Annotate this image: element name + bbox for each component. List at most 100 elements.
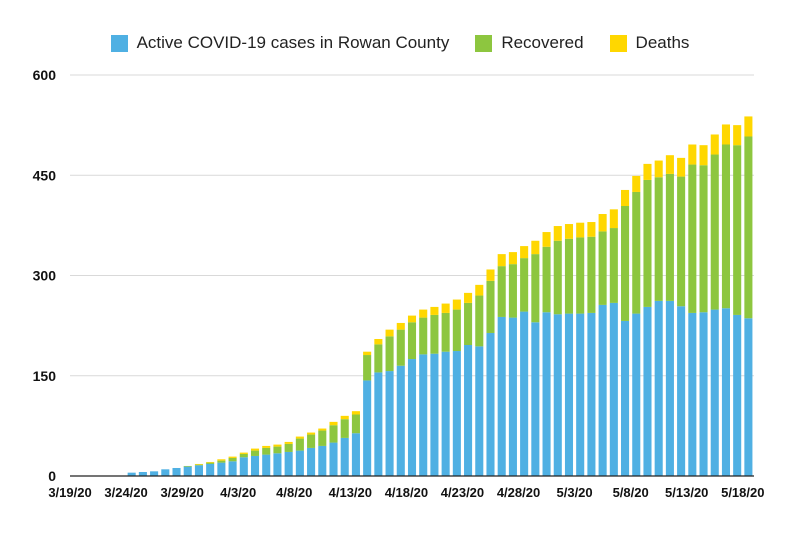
bar-active-4/19/20[interactable] (419, 354, 428, 476)
bar-recovered-4/5/20[interactable] (262, 447, 271, 455)
bar-recovered-5/3/20[interactable] (576, 237, 585, 314)
bar-active-4/20/20[interactable] (430, 353, 439, 476)
bar-recovered-4/3/20[interactable] (239, 453, 248, 458)
bar-active-5/5/20[interactable] (598, 304, 607, 476)
bar-deaths-4/25/20[interactable] (486, 269, 495, 281)
legend-item-active[interactable]: Active COVID-19 cases in Rowan County (110, 33, 449, 53)
bar-recovered-4/17/20[interactable] (396, 329, 405, 366)
bar-deaths-5/16/20[interactable] (721, 124, 731, 145)
bar-active-4/27/20[interactable] (508, 317, 517, 476)
bar-deaths-4/28/20[interactable] (520, 246, 529, 259)
bar-deaths-4/9/20[interactable] (307, 432, 316, 435)
bar-recovered-3/30/20[interactable] (194, 464, 203, 466)
bar-deaths-5/18/20[interactable] (744, 116, 753, 137)
bar-active-3/27/20[interactable] (161, 469, 170, 476)
bar-deaths-4/5/20[interactable] (262, 445, 271, 448)
bar-recovered-4/7/20[interactable] (284, 443, 293, 452)
bar-deaths-4/11/20[interactable] (329, 421, 338, 426)
bar-active-5/18/20[interactable] (744, 318, 753, 476)
bar-recovered-5/4/20[interactable] (587, 236, 596, 313)
bar-deaths-5/5/20[interactable] (598, 214, 607, 232)
bar-recovered-4/12/20[interactable] (340, 419, 349, 438)
bar-active-3/30/20[interactable] (194, 465, 203, 476)
bar-deaths-5/15/20[interactable] (710, 134, 719, 155)
bar-deaths-4/6/20[interactable] (273, 444, 282, 447)
bar-active-4/14/20[interactable] (363, 380, 372, 476)
bar-active-4/10/20[interactable] (318, 445, 327, 476)
bar-recovered-4/30/20[interactable] (542, 246, 551, 313)
bar-active-4/3/20[interactable] (239, 457, 248, 476)
bar-active-4/15/20[interactable] (374, 372, 383, 476)
bar-recovered-4/19/20[interactable] (419, 317, 428, 355)
bar-deaths-5/9/20[interactable] (643, 163, 652, 180)
bar-recovered-5/15/20[interactable] (710, 154, 719, 310)
bar-deaths-4/29/20[interactable] (531, 240, 540, 255)
bar-recovered-4/9/20[interactable] (307, 434, 316, 448)
bar-active-5/11/20[interactable] (665, 300, 674, 476)
bar-active-4/1/20[interactable] (217, 462, 226, 476)
bar-recovered-5/10/20[interactable] (654, 177, 663, 301)
bar-active-5/2/20[interactable] (564, 313, 574, 476)
bar-deaths-4/4/20[interactable] (250, 448, 260, 451)
bar-active-5/4/20[interactable] (587, 312, 596, 476)
bar-active-5/15/20[interactable] (710, 309, 719, 476)
bar-recovered-5/17/20[interactable] (733, 145, 742, 315)
bar-active-4/16/20[interactable] (385, 371, 394, 476)
bar-active-4/11/20[interactable] (329, 442, 338, 476)
bar-deaths-5/12/20[interactable] (677, 157, 686, 177)
bar-recovered-4/24/20[interactable] (475, 295, 484, 347)
bar-deaths-5/11/20[interactable] (665, 155, 674, 174)
bar-active-5/7/20[interactable] (621, 320, 630, 476)
bar-active-4/8/20[interactable] (295, 450, 304, 476)
bar-recovered-3/31/20[interactable] (206, 462, 215, 464)
bar-recovered-5/16/20[interactable] (721, 144, 731, 309)
bar-recovered-5/2/20[interactable] (564, 238, 574, 314)
bar-recovered-5/11/20[interactable] (665, 173, 674, 301)
bar-deaths-4/14/20[interactable] (363, 351, 372, 356)
bar-deaths-3/31/20[interactable] (206, 461, 215, 463)
bar-deaths-4/2/20[interactable] (228, 456, 237, 458)
bar-recovered-5/5/20[interactable] (598, 231, 607, 305)
bar-active-5/9/20[interactable] (643, 306, 652, 476)
bar-recovered-4/20/20[interactable] (430, 314, 439, 354)
bar-active-5/6/20[interactable] (609, 302, 618, 476)
bar-active-5/17/20[interactable] (733, 314, 742, 476)
legend-item-deaths[interactable]: Deaths (609, 33, 689, 53)
bar-recovered-5/18/20[interactable] (744, 136, 753, 319)
bar-deaths-4/13/20[interactable] (351, 411, 360, 415)
bar-recovered-4/18/20[interactable] (407, 322, 417, 360)
bar-active-4/13/20[interactable] (351, 433, 360, 476)
bar-deaths-4/16/20[interactable] (385, 329, 394, 337)
bar-recovered-4/23/20[interactable] (464, 302, 473, 346)
bar-recovered-4/8/20[interactable] (295, 438, 304, 451)
bar-active-3/24/20[interactable] (127, 472, 136, 476)
bar-active-4/21/20[interactable] (441, 351, 450, 476)
bar-deaths-5/17/20[interactable] (733, 125, 742, 146)
bar-deaths-4/3/20[interactable] (239, 452, 248, 454)
bar-active-5/8/20[interactable] (632, 313, 641, 476)
bar-active-5/10/20[interactable] (654, 300, 663, 476)
bar-deaths-4/24/20[interactable] (475, 284, 484, 296)
bar-deaths-4/26/20[interactable] (497, 254, 506, 267)
bar-recovered-4/6/20[interactable] (273, 446, 282, 454)
bar-recovered-5/6/20[interactable] (609, 228, 618, 303)
bar-deaths-5/14/20[interactable] (699, 145, 708, 166)
bar-active-4/6/20[interactable] (273, 453, 282, 476)
bar-active-4/18/20[interactable] (407, 359, 417, 476)
bar-active-3/26/20[interactable] (150, 471, 159, 476)
bar-recovered-4/11/20[interactable] (329, 425, 338, 443)
bar-active-5/1/20[interactable] (553, 314, 562, 476)
bar-recovered-5/7/20[interactable] (621, 205, 630, 321)
bar-active-3/31/20[interactable] (206, 463, 215, 476)
bar-deaths-4/10/20[interactable] (318, 428, 327, 431)
legend-item-recovered[interactable]: Recovered (475, 33, 584, 53)
bar-active-5/12/20[interactable] (677, 306, 686, 476)
bar-recovered-4/13/20[interactable] (351, 414, 360, 434)
bar-recovered-4/1/20[interactable] (217, 460, 226, 463)
bar-recovered-5/1/20[interactable] (553, 240, 562, 315)
bar-deaths-5/7/20[interactable] (621, 189, 630, 206)
bar-recovered-4/22/20[interactable] (452, 309, 461, 352)
bar-recovered-4/2/20[interactable] (228, 457, 237, 462)
bar-deaths-4/18/20[interactable] (407, 315, 417, 323)
bar-active-4/17/20[interactable] (396, 365, 405, 476)
